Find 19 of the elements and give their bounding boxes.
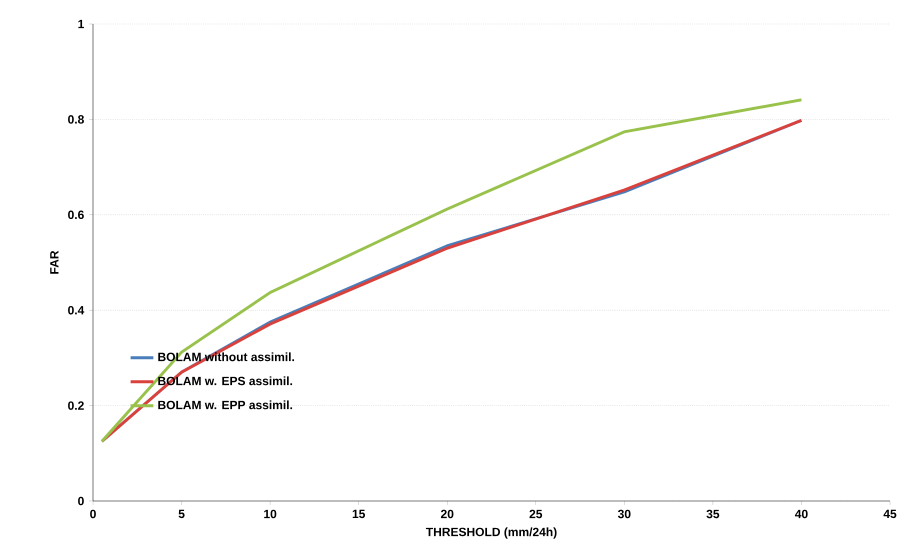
legend-label: BOLAM w. EPP assimil. — [158, 400, 292, 410]
x-tick-label: 10 — [264, 510, 276, 518]
x-tick-label: 40 — [794, 510, 808, 518]
x-tick-label: 15 — [352, 510, 366, 518]
y-tick-label: 0 — [78, 496, 84, 506]
x-tick-label: 35 — [706, 510, 720, 518]
x-tick-label: 30 — [618, 510, 631, 518]
x-tick-label: 0 — [90, 510, 96, 518]
x-tick-label: 20 — [440, 510, 454, 518]
y-tick-label: 0.8 — [68, 115, 84, 124]
y-tick-label: 0.2 — [68, 401, 84, 410]
x-axis-title: THRESHOLD (mm/24h) — [426, 527, 557, 539]
y-tick-label: 0.4 — [68, 306, 84, 314]
y-tick-label: 1 — [78, 20, 84, 28]
x-tick-label: 45 — [884, 510, 896, 518]
y-tick-label: 0.6 — [68, 210, 84, 220]
x-tick-label: 25 — [530, 510, 542, 518]
y-axis-title: FAR — [50, 250, 58, 274]
x-tick-label: 5 — [178, 510, 185, 518]
